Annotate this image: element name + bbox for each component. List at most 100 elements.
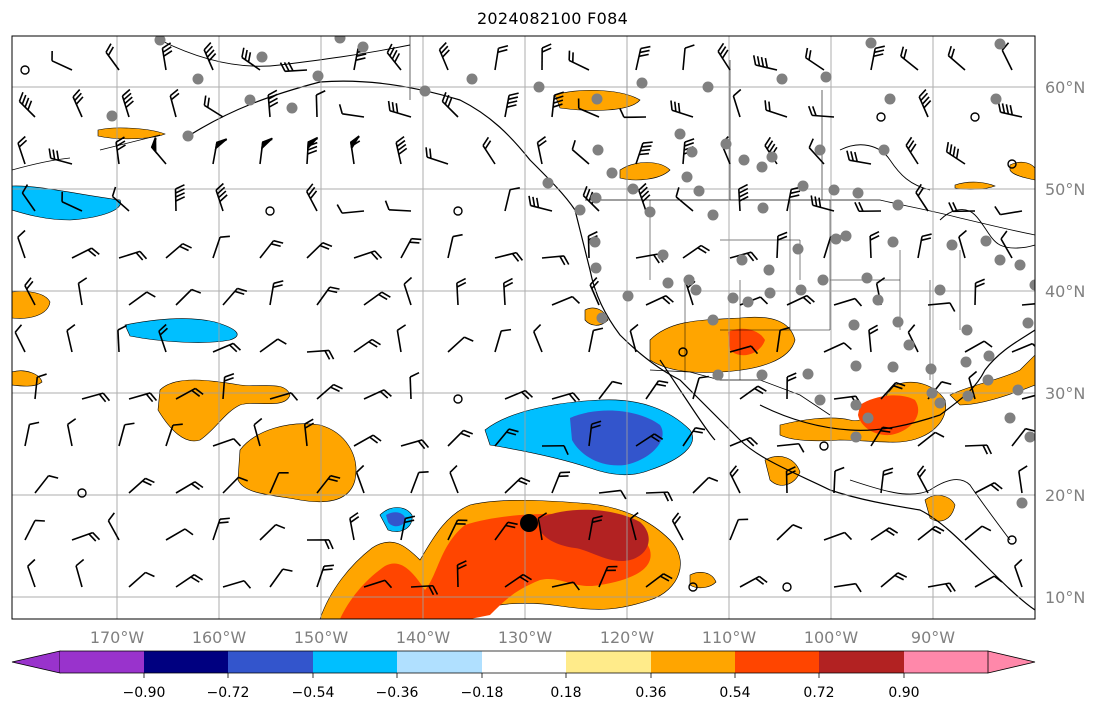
wind-barb [776,442,805,453]
wind-barb [212,138,228,165]
wind-barb [682,244,710,259]
colorbar-segment [144,651,228,673]
wind-barb [504,187,520,212]
wind-barb [927,302,956,312]
wind-barb [269,568,293,588]
station-marker [1022,317,1034,329]
wind-barb [253,417,263,447]
wind-barb [222,476,248,494]
wind-barb [24,421,40,447]
station-marker [727,292,739,304]
station-marker [419,85,431,97]
wind-barb [48,148,73,165]
station-marker [256,51,268,63]
wind-barb [568,50,590,71]
latitude-labels: 60°N 50°N 40°N 30°N 20°N 10°N [1045,78,1085,607]
wind-barb [21,184,36,212]
station-marker [840,230,852,242]
station-marker [357,41,369,53]
colorbar-segment [566,651,651,673]
station-marker [622,290,634,302]
wind-barb [212,438,242,447]
wind-barb [917,233,932,259]
wind-barb [215,182,228,212]
station-marker [596,312,608,324]
wind-barb [316,474,341,494]
wind-barb [203,42,217,71]
station-marker [756,161,768,173]
colorbar-outline [60,650,988,674]
wind-barb [692,476,719,494]
colorbar-tick-label: 0.72 [803,685,834,701]
wind-barb [165,423,183,447]
wind-barbs [14,41,1035,596]
station-marker [591,93,603,105]
wind-barb [541,255,570,266]
station-marker [542,177,554,189]
lon-label: 160°W [192,628,247,647]
wind-barb [974,278,985,306]
wind-barb [870,426,893,447]
wind-barb [717,42,731,71]
wind-barb [645,294,674,306]
wind-barb [671,512,684,541]
wind-barb [175,288,202,306]
wind-barb [645,380,669,400]
wind-barb [551,581,580,591]
wind-barb [117,324,128,353]
wind-barb [833,297,863,307]
station-marker [946,239,958,251]
wind-barb [447,429,474,447]
wind-barb [396,324,407,353]
station-marker [192,73,204,85]
station-marker [756,369,768,381]
strong-positive-anomaly-region [728,328,765,356]
station-marker [792,243,804,255]
colorbar-segment [60,651,144,673]
wind-barb [571,139,590,165]
wind-barb [504,477,531,494]
wind-barb [551,91,565,118]
wind-barb [222,372,235,400]
station-marker [662,277,674,289]
colorbar-tick-label: −0.90 [123,685,166,701]
station-marker [850,360,862,372]
station-marker [657,249,669,261]
wind-barb [353,250,383,261]
wind-barb [212,235,230,259]
station-marker [466,73,478,85]
wind-barb [386,43,402,71]
wind-barb [77,277,88,306]
station-marker [776,73,788,85]
station-marker [990,93,1002,105]
colorbar-segment [228,651,313,673]
station-marker [852,187,864,199]
wind-barb [645,573,673,588]
central-america-coast [849,479,1011,541]
wind-barb [876,112,886,122]
wind-barb [635,45,651,71]
station-marker [878,144,890,156]
station-marker [1014,259,1026,271]
wind-barb [222,579,252,589]
wind-barb [739,575,768,588]
wind-barb [1018,465,1028,494]
wind-barb [541,43,552,71]
wind-barb [974,482,1003,494]
wind-barb [880,381,906,400]
wind-barb [72,89,84,118]
station-marker [154,36,166,46]
wind-barb [635,433,664,447]
colorbar-tick-label: 0.54 [719,685,750,701]
wind-barb [336,204,365,214]
wind-barb [823,342,852,353]
lat-label: 60°N [1045,78,1085,97]
very-strong-positive-anomaly-region [540,509,649,562]
wind-barb [409,371,420,400]
wind-barb [355,464,365,494]
wind-barb [1007,159,1017,169]
station-marker [592,144,604,156]
lon-label: 130°W [498,628,553,647]
colorbar-extend-high [987,650,1036,674]
baja-peninsula [659,359,716,441]
